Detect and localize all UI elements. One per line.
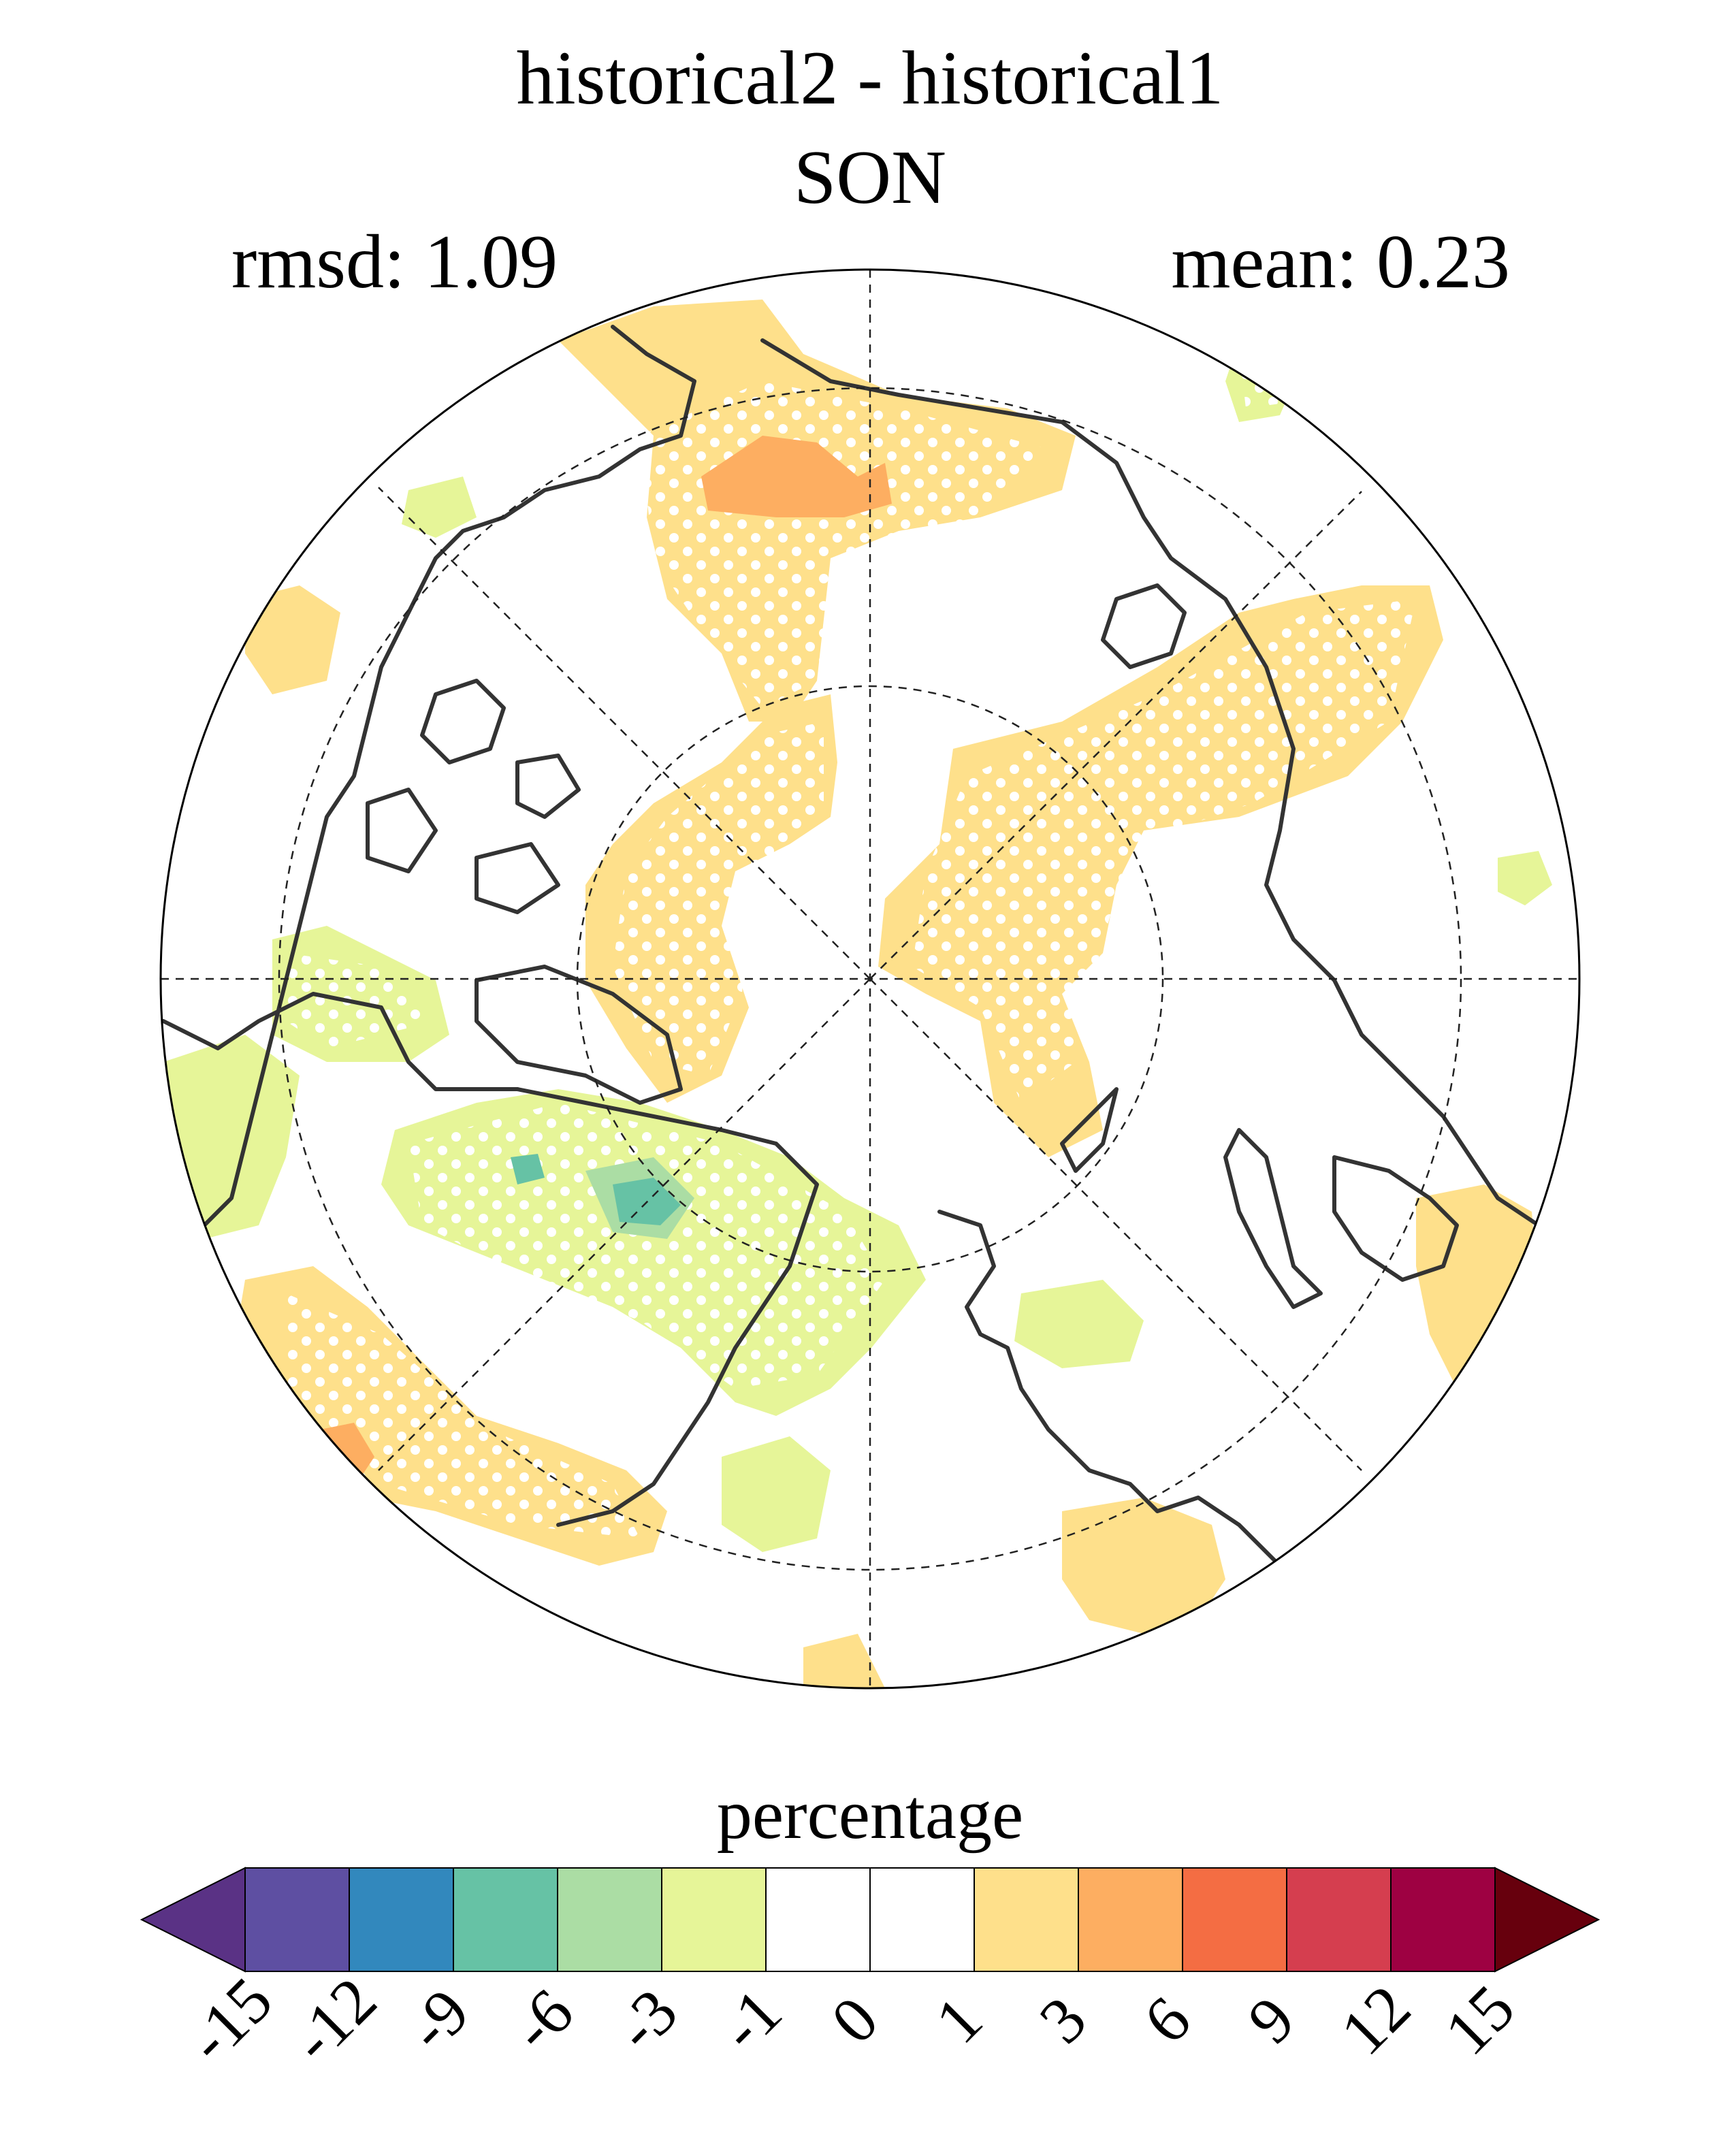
patch-kamchatka — [1498, 851, 1552, 905]
colorbar-segment — [765, 1867, 871, 1972]
colorbar-under-arrow — [140, 1867, 246, 1973]
colorbar-tick-label: -1 — [705, 1975, 795, 2065]
coast-taymyr — [1332, 1155, 1459, 1282]
colorbar-segment — [869, 1867, 975, 1972]
patch-norwegian-core — [701, 436, 892, 517]
lat-circle-70 — [278, 387, 1462, 1571]
coast-greenland — [202, 325, 696, 1227]
colorbar-tick-label: -12 — [277, 1963, 390, 2076]
colorbar-segment — [453, 1867, 558, 1972]
season-label: SON — [794, 135, 946, 220]
patch-greenland-north — [402, 477, 477, 538]
colorbar-tick-label: 1 — [921, 1982, 996, 2057]
colorbar-tick-label: -15 — [173, 1963, 286, 2076]
meridian-210 — [378, 487, 871, 980]
figure-title: historical2 - historical1 — [517, 36, 1224, 120]
colorbar-segment — [244, 1867, 350, 1972]
colorbar-segment — [1286, 1867, 1392, 1972]
colorbar-segment — [661, 1867, 767, 1972]
coast-eurasia — [760, 338, 1541, 1227]
colorbar-segment — [1390, 1867, 1496, 1972]
colorbar-segment — [349, 1867, 454, 1972]
patch-pacific-northwest — [163, 1035, 300, 1239]
coast-hudson-bay — [475, 965, 683, 1105]
colorbar-tick-label: 12 — [1326, 1971, 1424, 2069]
coast-novaya-zemlya — [1223, 1128, 1323, 1309]
coast-svalbard — [1101, 583, 1187, 669]
colorbar-tick-label: 3 — [1025, 1982, 1100, 2057]
colorbar-tick-label: -9 — [393, 1975, 483, 2065]
coast-iceland — [1564, 706, 1579, 764]
colorbar-segment — [557, 1867, 662, 1972]
mean-label: mean: 0.23 — [1171, 220, 1510, 304]
colorbar-tick-label: -3 — [601, 1975, 691, 2065]
colorbar-segment — [974, 1867, 1079, 1972]
coast-europe — [937, 1210, 1323, 1595]
coast-scandinavia — [1060, 1087, 1119, 1173]
patch-bottom-center — [803, 1634, 885, 1688]
colorbar-tick-label: -6 — [497, 1975, 587, 2065]
patch-europe-south — [1062, 1498, 1225, 1634]
meridian-150 — [378, 978, 871, 1471]
patch-canada-small — [511, 1154, 545, 1184]
patch-atlantic-south — [722, 1436, 831, 1552]
patch-europe-west — [1014, 1280, 1144, 1368]
colorbar — [140, 1867, 1601, 1973]
colorbar-segment — [1078, 1867, 1183, 1972]
colorbar-tick-label: 15 — [1430, 1971, 1528, 2069]
colorbar-tick-label: 6 — [1129, 1982, 1204, 2057]
colorbar-over-arrow — [1494, 1867, 1601, 1973]
rmsd-label: rmsd: 1.09 — [231, 220, 558, 304]
meridian-120 — [869, 978, 1362, 1471]
colorbar-segment — [1182, 1867, 1287, 1972]
meridian-30 — [869, 491, 1362, 980]
polar-map — [159, 268, 1581, 1690]
patch-pacific-west — [245, 585, 340, 694]
colorbar-tick-labels: -15-12 -9 -6 -3 -1 0 1 3 6 9 12 15 — [173, 1963, 1528, 2076]
colorbar-label: percentage — [717, 1775, 1023, 1854]
colorbar-tick-label: 9 — [1234, 1982, 1308, 2057]
coast-canadian-archipelago — [366, 679, 581, 914]
coast-north-america — [161, 992, 819, 1527]
map-border — [159, 268, 1581, 1690]
coastlines — [161, 325, 1579, 1595]
colorbar-tick-label: 0 — [817, 1982, 892, 2057]
lat-circle-80 — [576, 685, 1164, 1273]
graticule — [161, 270, 1579, 1688]
